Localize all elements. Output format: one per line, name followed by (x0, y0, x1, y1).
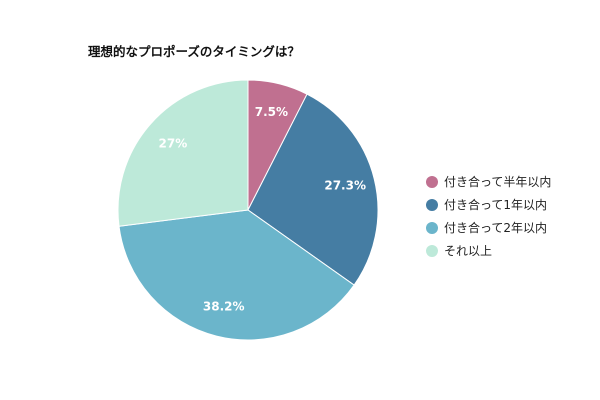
pie-slice[interactable] (118, 209, 355, 341)
pie-slices (117, 79, 379, 341)
pie-slice[interactable] (247, 93, 379, 286)
legend-swatch (426, 244, 438, 257)
pie-slice[interactable] (117, 79, 249, 227)
legend: 付き合って半年以内 付き合って1年以内 付き合って2年以内 それ以上 (426, 170, 551, 262)
legend-item[interactable]: 付き合って1年以内 (426, 193, 551, 216)
chart-title: 理想的なプロポーズのタイミングは？ (88, 44, 300, 59)
legend-item[interactable]: それ以上 (426, 239, 551, 262)
legend-swatch (426, 221, 438, 234)
slice-value-label: 27% (159, 136, 188, 150)
pie-labels: 7.5% 27.3% 38.2% 27% (159, 105, 366, 313)
legend-item[interactable]: 付き合って2年以内 (426, 216, 551, 239)
legend-swatch (426, 198, 438, 211)
slice-value-label: 27.3% (324, 179, 366, 193)
legend-label: 付き合って半年以内 (444, 175, 552, 189)
slice-value-label: 7.5% (255, 105, 288, 119)
legend-item[interactable]: 付き合って半年以内 (426, 170, 551, 193)
legend-label: 付き合って1年以内 (444, 198, 548, 212)
legend-label: それ以上 (444, 244, 493, 258)
slice-value-label: 38.2% (203, 300, 245, 314)
legend-swatch (426, 175, 438, 188)
legend-label: 付き合って2年以内 (444, 221, 548, 235)
